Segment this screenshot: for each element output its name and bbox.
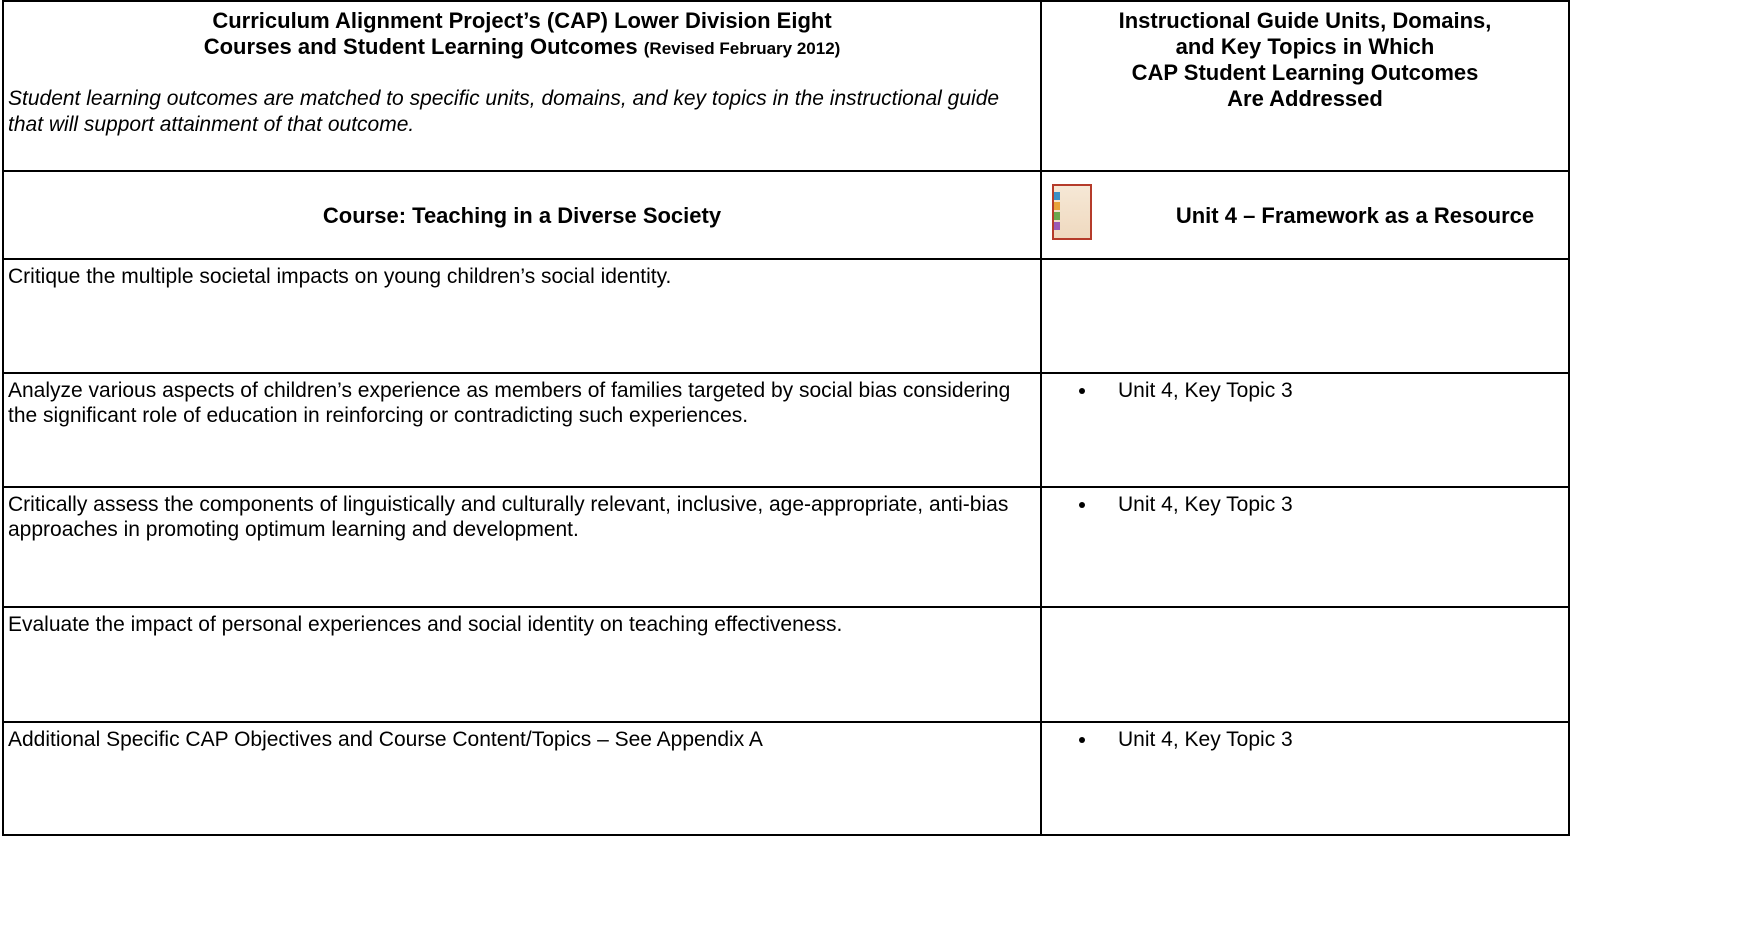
alignment-table: Curriculum Alignment Project’s (CAP) Low… [2,0,1570,836]
header-left: Curriculum Alignment Project’s (CAP) Low… [2,0,1042,172]
outcome: Evaluate the impact of personal experien… [2,606,1042,723]
title-line: Curriculum Alignment Project’s (CAP) Low… [212,8,832,33]
topics-cell [1040,606,1570,723]
title-line: Courses and Student Learning Outcomes (R… [4,34,1040,62]
unit-cell: Unit 4 – Framework as a Resource [1040,170,1570,260]
topic: Unit 4, Key Topic 3 [1098,727,1568,752]
header-row: Curriculum Alignment Project’s (CAP) Low… [2,0,1570,172]
topics-cell: Unit 4, Key Topic 3 [1040,486,1570,608]
outcome-row: Critically assess the components of ling… [2,486,1570,608]
title-text: Courses and Student Learning Outcomes [203,34,638,59]
unit-title: Unit 4 – Framework as a Resource [1175,202,1535,228]
topic: Unit 4, Key Topic 3 [1098,378,1568,403]
outcome-row: Critique the multiple societal impacts o… [2,258,1570,374]
topics-cell [1040,258,1570,374]
outcome: Critique the multiple societal impacts o… [2,258,1042,374]
course-row: Course: Teaching in a Diverse Society Un… [2,170,1570,260]
table-body: Curriculum Alignment Project’s (CAP) Low… [2,0,1570,836]
outcome: Analyze various aspects of children’s ex… [2,372,1042,488]
outcome-row: Additional Specific CAP Objectives and C… [2,721,1570,836]
topic-list: Unit 4, Key Topic 3 [1042,378,1568,403]
topics-cell: Unit 4, Key Topic 3 [1040,721,1570,836]
header-right: Instructional Guide Units, Domains, and … [1040,0,1570,172]
topic-list: Unit 4, Key Topic 3 [1042,492,1568,517]
book-icon [1052,184,1092,240]
outcome-row: Evaluate the impact of personal experien… [2,606,1570,723]
title-line: CAP Student Learning Outcomes [1131,60,1479,85]
outcome: Additional Specific CAP Objectives and C… [2,721,1042,836]
title-line: Are Addressed [1227,86,1383,111]
topic: Unit 4, Key Topic 3 [1098,492,1568,517]
topic-list: Unit 4, Key Topic 3 [1042,727,1568,752]
header-note: Student learning outcomes are matched to… [8,87,1000,136]
outcome-row: Analyze various aspects of children’s ex… [2,372,1570,488]
revised: (Revised February 2012) [643,39,841,58]
outcome: Critically assess the components of ling… [2,486,1042,608]
course-name: Course: Teaching in a Diverse Society [2,170,1042,260]
title-line: Instructional Guide Units, Domains, [1118,8,1492,33]
topics-cell: Unit 4, Key Topic 3 [1040,372,1570,488]
title-line: and Key Topics in Which [1175,34,1435,59]
